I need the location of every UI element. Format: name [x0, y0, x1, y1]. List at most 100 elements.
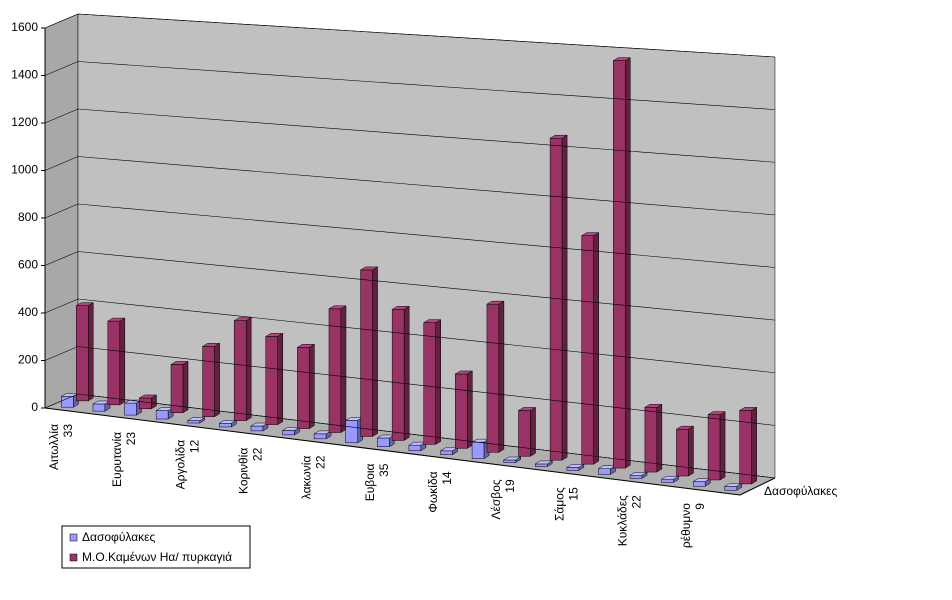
plot [60, 57, 758, 491]
bar [692, 481, 706, 487]
bar-side [719, 411, 726, 481]
grid-line [44, 156, 79, 171]
bar [408, 444, 422, 451]
legend-swatch [69, 553, 78, 562]
x-tick-label: 35 [377, 463, 391, 477]
grid-line [44, 346, 79, 361]
bar [155, 410, 169, 420]
x-tick-label: 12 [187, 439, 201, 453]
bar-top [643, 404, 663, 408]
bar [107, 320, 121, 406]
x-tick-label: 19 [503, 479, 517, 493]
grid-line [44, 108, 79, 124]
x-tick-label: 9 [693, 503, 707, 510]
bar-top [549, 134, 569, 139]
bar [486, 303, 500, 453]
bar [518, 410, 531, 457]
x-tick-label: Ευβοια [363, 463, 377, 501]
bar-side [688, 425, 694, 477]
bar [377, 437, 390, 447]
x-tick-label: 33 [61, 424, 75, 438]
bar-top [391, 306, 411, 310]
bar [61, 396, 74, 408]
legend-swatch [69, 533, 78, 542]
x-tick-label: Ευρυτανία [110, 432, 124, 487]
y-tick-label: 0 [31, 400, 38, 414]
bar-top [233, 317, 253, 321]
y-tick-label: 1200 [11, 115, 38, 129]
bar-side [245, 317, 252, 422]
x-tick-label: Φωκίδα [426, 471, 440, 512]
x-tick-label: Αιτωλλία [47, 424, 61, 470]
bar-top [454, 370, 474, 375]
bar [360, 269, 373, 437]
bar-side [403, 305, 410, 441]
x-tick-label: 15 [566, 487, 580, 501]
bar-top [738, 407, 758, 411]
depth-axis-label: Δασοφύλακες [764, 484, 837, 498]
bar-side [498, 300, 505, 453]
bar-top [580, 232, 600, 236]
y-tick-label: 600 [18, 258, 38, 272]
bar [124, 402, 137, 416]
bar [535, 463, 548, 467]
bar-top [486, 300, 505, 305]
grid-line [44, 393, 79, 409]
bar-top [502, 456, 522, 461]
grid-line [44, 251, 79, 266]
grid-line [77, 108, 776, 163]
bar-top [264, 333, 284, 337]
bar [471, 441, 485, 459]
bar [265, 336, 279, 425]
y-tick-label: 200 [18, 353, 38, 367]
bar [139, 397, 152, 410]
grid-line [77, 251, 776, 321]
bar [187, 420, 201, 424]
bar [345, 420, 358, 444]
bar-top [675, 425, 695, 430]
bar [328, 308, 342, 433]
x-tick-label: 22 [630, 495, 644, 509]
bar-side [625, 57, 631, 469]
bar-side [593, 232, 599, 465]
bar-top [612, 57, 632, 61]
bar [598, 468, 611, 475]
depth-axis [739, 477, 776, 496]
grid-line [44, 298, 79, 314]
bar [202, 346, 215, 417]
bar-top [296, 344, 316, 348]
y-tick-label: 1600 [11, 20, 38, 34]
bar-top [75, 302, 95, 306]
grid-line [77, 156, 776, 216]
bar-side [340, 305, 347, 433]
x-axis [44, 407, 741, 496]
bar-top [201, 343, 221, 347]
bar [297, 347, 310, 429]
bar-top [186, 417, 206, 421]
legend-label: Δασοφύλακες [82, 530, 155, 544]
x-tick-label: 22 [251, 447, 265, 461]
bar-side [277, 332, 284, 426]
bar-side [656, 403, 663, 473]
bar [233, 320, 247, 421]
bar-side [214, 342, 220, 418]
bar-top [534, 460, 554, 465]
bar-top [517, 407, 537, 411]
bar-side [119, 317, 126, 406]
bar-side [561, 134, 568, 461]
bar [503, 459, 516, 463]
grid-line [44, 203, 79, 219]
legend-label: Μ.Ο.Καμένων Ηα/ πυρκαγιά [82, 550, 232, 564]
bar-top [359, 266, 379, 271]
bar-top [422, 319, 442, 323]
x-tick-label: Κορινθία [237, 448, 251, 494]
bar-side [435, 319, 441, 445]
bar-side [751, 406, 757, 485]
bar [75, 305, 89, 402]
bar [282, 430, 295, 436]
bar [724, 486, 738, 491]
bar-top [138, 394, 158, 399]
x-tick-label: Σάμος [552, 487, 566, 521]
legend [61, 525, 251, 569]
